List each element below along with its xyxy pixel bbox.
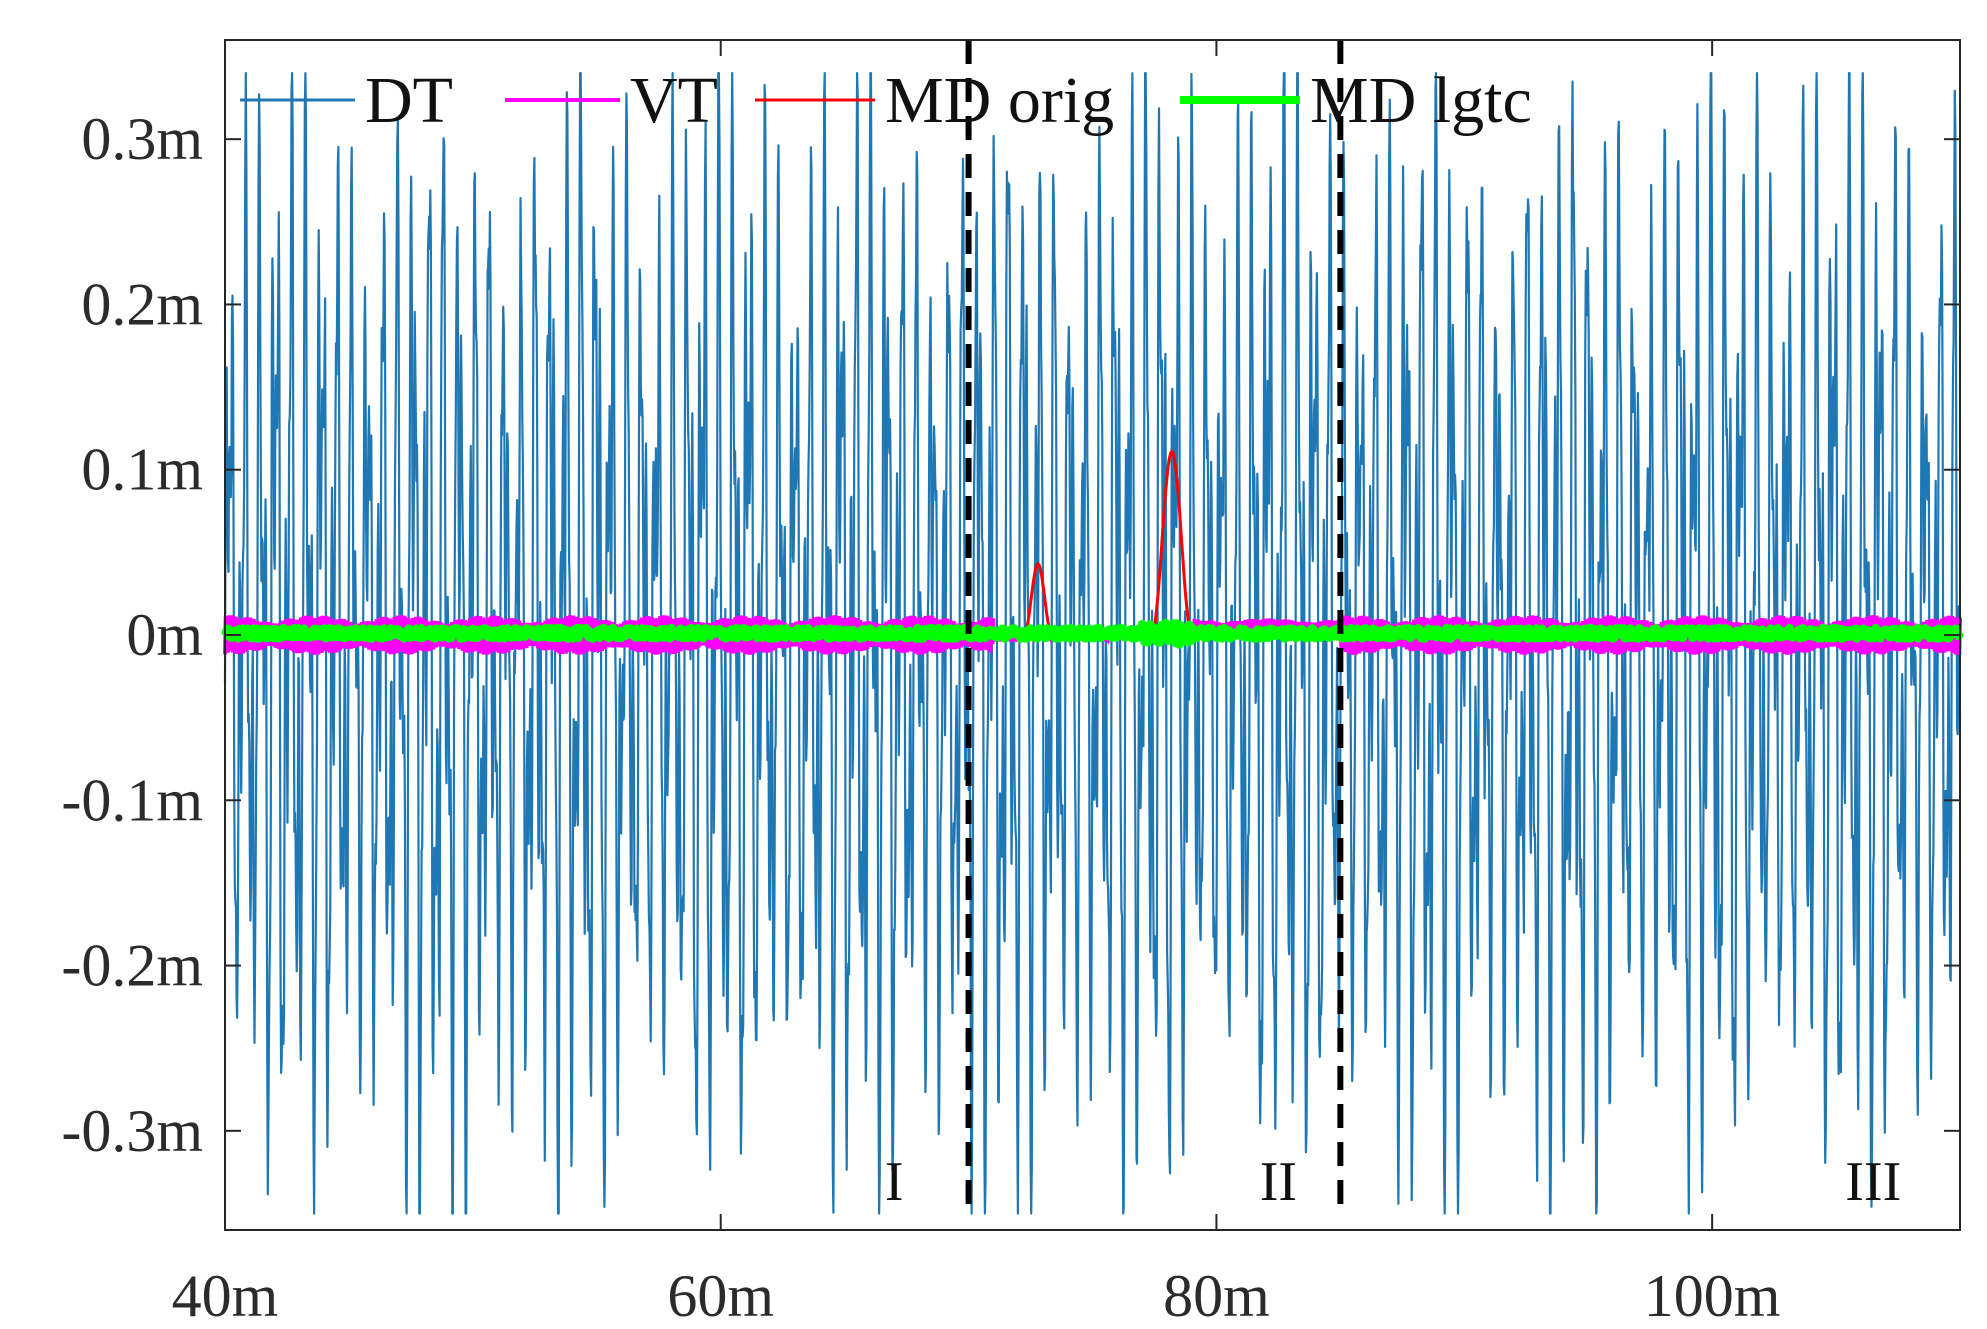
region-layer: I II III [885, 1151, 1901, 1213]
x-tick-label: 60m [667, 1263, 774, 1329]
series-line-dt [223, 71, 1962, 1215]
x-tick-label: 40m [172, 1263, 279, 1329]
x-tick-label: 80m [1163, 1263, 1270, 1329]
y-tick-label: 0m [126, 602, 203, 668]
y-tick-label: -0.1m [61, 767, 203, 833]
tick-layer: 40m 60m 80m 100m 0.3m 0.2m 0.1m 0m -0.1m -0.2m -0.… [61, 40, 1960, 1329]
y-tick-label: 0.2m [81, 271, 203, 337]
region-label: II [1260, 1151, 1297, 1213]
y-tick-label: -0.2m [61, 933, 203, 999]
vline-layer [965, 40, 1344, 1210]
series-line-md-lgtc [221, 618, 1964, 649]
legend-label: MD orig [885, 64, 1114, 137]
y-tick-label: -0.3m [61, 1098, 203, 1164]
y-tick-label: 0.1m [81, 437, 203, 503]
legend-label: VT [630, 64, 718, 137]
x-tick-label: 100m [1644, 1263, 1781, 1329]
legend: DT VT MD orig MD lgtc [240, 64, 1532, 137]
y-tick-label: 0.3m [81, 106, 203, 172]
legend-label: DT [365, 64, 453, 137]
region-label: III [1845, 1151, 1901, 1213]
legend-label: MD lgtc [1310, 64, 1532, 137]
region-label: I [885, 1151, 904, 1213]
series-layer [221, 71, 1964, 1215]
